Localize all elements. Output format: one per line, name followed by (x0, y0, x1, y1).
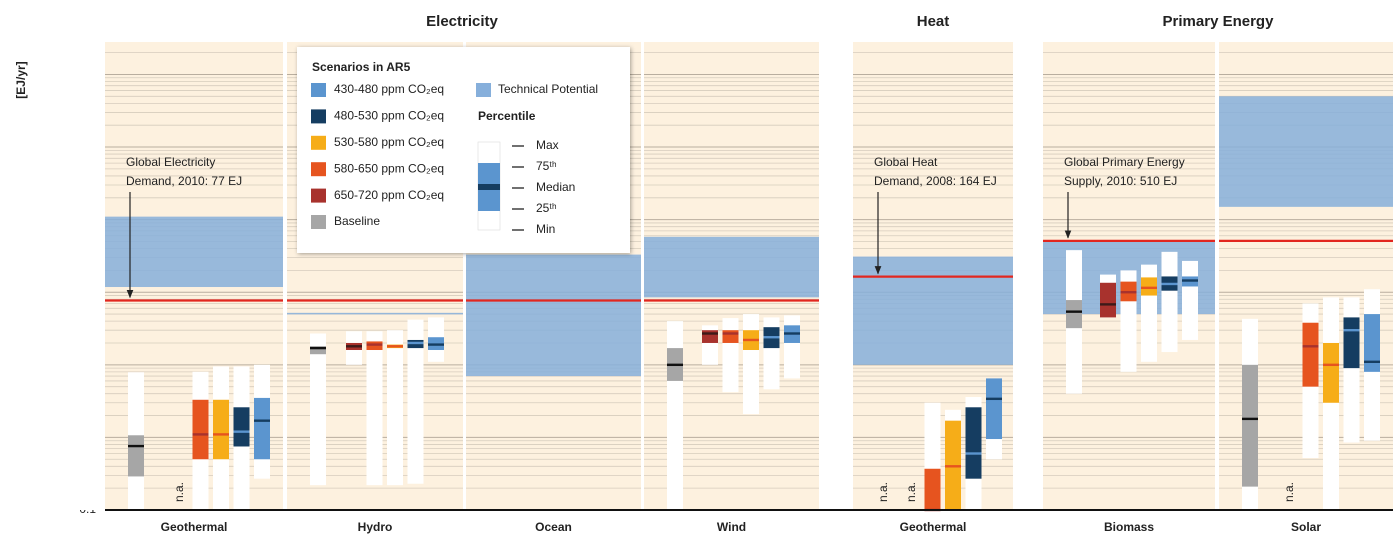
iqr-box (1343, 317, 1360, 369)
iqr-box (965, 407, 982, 479)
legend-label: 580-650 ppm CO₂eq (334, 161, 444, 175)
annotation: Supply, 2010: 510 EJ (1064, 174, 1177, 188)
percentile-label: Median (536, 180, 575, 194)
iqr-box (310, 346, 326, 355)
technical-potential (853, 256, 1013, 365)
left-gap (0, 40, 105, 510)
na-label: n.a. (904, 482, 918, 502)
iqr-box (128, 435, 144, 477)
iqr-box (1141, 277, 1157, 296)
panel-gap (283, 40, 287, 510)
panel-name: Solar (1291, 520, 1321, 534)
panel-name: Ocean (535, 520, 572, 534)
na-label: n.a. (172, 482, 186, 502)
legend-label: 430-480 ppm CO₂eq (334, 82, 444, 96)
range-box (1182, 260, 1198, 340)
iqr-box (192, 399, 209, 460)
legend-swatch (311, 83, 326, 97)
technical-potential (644, 236, 819, 298)
legend-swatch (311, 188, 326, 203)
legend-label: 650-720 ppm CO₂eq (334, 188, 444, 202)
legend-swatch (476, 83, 491, 97)
iqr-box (1302, 322, 1319, 387)
technical-potential (105, 216, 283, 288)
iqr-box (233, 407, 250, 447)
percentile-label: 75ᵗʰ (536, 159, 557, 173)
legend-box (297, 47, 630, 253)
annotation: Global Primary Energy (1064, 155, 1185, 169)
legend-swatch (311, 135, 326, 150)
iqr-box (1242, 364, 1258, 487)
iqr-box (1100, 282, 1116, 318)
legend-subtitle: Percentile (478, 109, 536, 123)
legend-label: 480-530 ppm CO₂eq (334, 109, 444, 123)
group-title: Primary Energy (1163, 13, 1275, 30)
iqr-box (924, 468, 941, 510)
na-label: n.a. (876, 482, 890, 502)
iqr-box (702, 330, 718, 343)
legend-label: Technical Potential (498, 82, 598, 96)
range-box (784, 315, 800, 379)
iqr-box (254, 397, 270, 460)
range-box (407, 319, 424, 484)
iqr-box (986, 378, 1002, 440)
panel-name: Geothermal (900, 520, 967, 534)
legend: Scenarios in AR5 430-480 ppm CO₂eq 480-530… (297, 47, 630, 253)
annotation: Demand, 2010: 77 EJ (126, 174, 242, 188)
group-title: Electricity (426, 13, 498, 30)
percentile-median (478, 184, 500, 190)
annotation: Global Electricity (126, 155, 215, 169)
percentile-label: Min (536, 222, 555, 236)
legend-label: 530-580 ppm CO₂eq (334, 135, 444, 149)
iqr-box (1364, 314, 1380, 372)
legend-label: Baseline (334, 214, 380, 228)
legend-title: Scenarios in AR5 (312, 60, 411, 74)
range-box (387, 330, 403, 486)
iqr-box (1323, 342, 1339, 403)
panel-name: Wind (717, 520, 746, 534)
panel-gap (819, 40, 853, 510)
technical-potential (466, 254, 641, 377)
group-title: Heat (917, 13, 950, 30)
range-box (310, 333, 326, 486)
technical-potential (1219, 96, 1393, 207)
percentile-label: 25ᵗʰ (536, 201, 557, 215)
technical-potential (287, 312, 463, 315)
range-box (722, 318, 739, 393)
range-box (1161, 251, 1178, 353)
y-axis-label: [EJ/yr] (14, 61, 28, 98)
legend-swatch (311, 215, 326, 229)
iqr-box (213, 399, 229, 460)
range-box (743, 314, 759, 415)
legend-swatch (311, 109, 326, 124)
panel-gap (1013, 40, 1043, 510)
iqr-box (722, 330, 739, 343)
panel-name: Hydro (358, 520, 393, 534)
iqr-box (1066, 300, 1082, 329)
panel-name: Geothermal (161, 520, 228, 534)
legend-swatch (311, 162, 326, 177)
range-box (366, 331, 383, 486)
annotation: Demand, 2008: 164 EJ (874, 174, 997, 188)
panel-gap (1215, 40, 1219, 510)
panel-name: Biomass (1104, 520, 1154, 534)
percentile-label: Max (536, 138, 559, 152)
panel-gap (641, 40, 644, 510)
panel-gap (463, 40, 466, 510)
range-box (1323, 297, 1339, 510)
na-label: n.a. (1282, 482, 1296, 502)
annotation: Global Heat (874, 155, 938, 169)
